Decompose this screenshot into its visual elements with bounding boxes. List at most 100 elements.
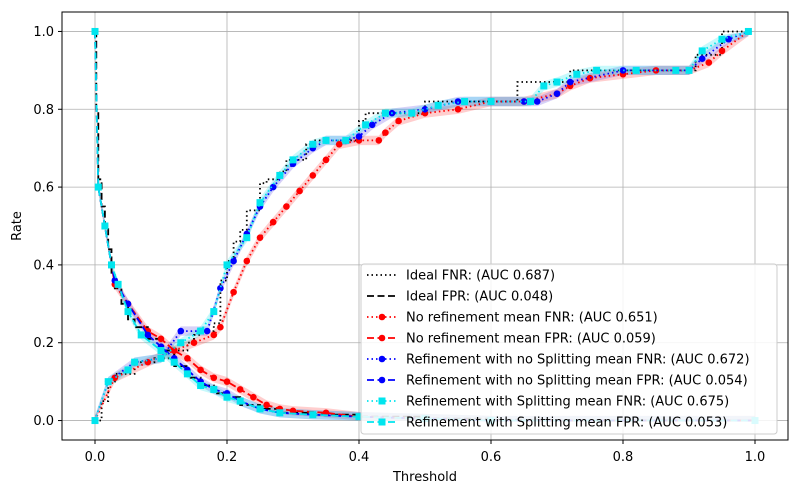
data-point <box>197 382 205 390</box>
data-point <box>718 47 726 55</box>
x-tick-label: 0.0 <box>85 450 106 465</box>
legend-label: No refinement mean FPR: (AUC 0.059) <box>406 332 656 347</box>
legend-label: No refinement mean FNR: (AUC 0.651) <box>406 311 658 326</box>
x-axis-label: Threshold <box>392 470 457 485</box>
data-point <box>276 171 284 179</box>
data-point <box>236 386 244 393</box>
y-tick-label: 0.6 <box>33 181 54 196</box>
data-point <box>236 397 244 405</box>
y-tick-label: 0.4 <box>33 258 54 273</box>
data-point <box>269 218 277 226</box>
data-point <box>632 66 640 74</box>
legend-label: Refinement with no Splitting mean FNR: (… <box>406 353 750 368</box>
data-point <box>210 374 218 382</box>
data-point <box>434 101 442 109</box>
x-tick-label: 0.6 <box>481 450 502 465</box>
data-point <box>131 358 139 366</box>
data-point <box>309 140 317 148</box>
data-point <box>355 413 363 421</box>
data-point <box>190 339 198 347</box>
data-point <box>269 183 277 191</box>
data-point <box>170 358 178 366</box>
legend-marker <box>378 397 386 405</box>
data-point <box>104 378 112 386</box>
legend-label: Ideal FPR: (AUC 0.048) <box>406 290 553 305</box>
data-point <box>454 105 462 113</box>
data-point <box>124 366 132 374</box>
legend-marker <box>378 313 386 321</box>
data-point <box>94 183 102 191</box>
data-point <box>114 280 122 288</box>
data-point <box>197 366 204 374</box>
data-point <box>91 27 99 35</box>
data-point <box>137 331 145 339</box>
data-point <box>101 222 109 230</box>
data-point <box>183 370 191 378</box>
data-point <box>243 257 251 265</box>
data-point <box>197 327 205 335</box>
data-point <box>223 378 231 385</box>
legend-marker <box>378 418 386 426</box>
data-point <box>705 59 713 66</box>
data-point <box>698 47 706 55</box>
data-point <box>250 393 257 401</box>
data-point <box>586 74 594 82</box>
data-point <box>276 409 284 417</box>
data-point <box>243 234 251 242</box>
data-point <box>698 55 706 62</box>
data-point <box>566 78 574 86</box>
data-point <box>283 203 290 210</box>
data-point <box>210 385 218 393</box>
data-point <box>362 121 370 129</box>
data-point <box>230 257 237 265</box>
data-point <box>256 199 264 207</box>
data-point <box>309 172 317 179</box>
data-point <box>553 78 561 86</box>
x-tick-label: 0.8 <box>613 450 634 465</box>
data-point <box>108 261 115 269</box>
data-point <box>672 66 680 74</box>
data-point <box>124 308 132 316</box>
data-point <box>381 109 389 117</box>
data-point <box>144 331 152 339</box>
data-point <box>157 347 165 355</box>
data-point <box>375 137 383 144</box>
data-point <box>217 284 224 292</box>
data-point <box>157 335 165 343</box>
data-point <box>210 331 218 339</box>
data-point <box>230 288 237 296</box>
data-point <box>184 354 191 362</box>
data-point <box>289 156 297 164</box>
data-point <box>170 347 178 354</box>
y-tick-label: 0.2 <box>33 336 54 351</box>
legend-label: Refinement with Splitting mean FPR: (AUC… <box>406 416 727 431</box>
data-point <box>454 98 462 105</box>
data-point <box>533 98 541 105</box>
x-tick-label: 0.4 <box>349 450 370 465</box>
data-point <box>296 187 303 195</box>
data-point <box>157 354 165 362</box>
data-point <box>744 27 752 35</box>
legend-label: Refinement with Splitting mean FNR: (AUC… <box>406 395 729 410</box>
data-point <box>421 105 429 113</box>
data-point <box>540 82 548 90</box>
data-point <box>355 133 363 140</box>
data-point <box>217 323 224 331</box>
data-point <box>408 109 416 117</box>
data-point <box>322 156 330 164</box>
y-axis-label: Rate <box>10 211 25 241</box>
legend-box <box>360 263 778 435</box>
y-tick-label: 1.0 <box>33 25 54 40</box>
data-point <box>520 98 528 105</box>
data-point <box>395 117 402 125</box>
x-axis-ticks: 0.0 0.2 0.4 0.6 0.8 1.0 <box>85 440 765 465</box>
data-point <box>289 407 297 415</box>
data-point <box>256 234 264 241</box>
legend-marker <box>378 334 386 342</box>
data-point <box>210 308 218 316</box>
data-point <box>553 90 561 98</box>
series-lines <box>91 27 759 425</box>
legend-label: Ideal FNR: (AUC 0.687) <box>406 269 555 284</box>
data-point <box>335 140 343 148</box>
